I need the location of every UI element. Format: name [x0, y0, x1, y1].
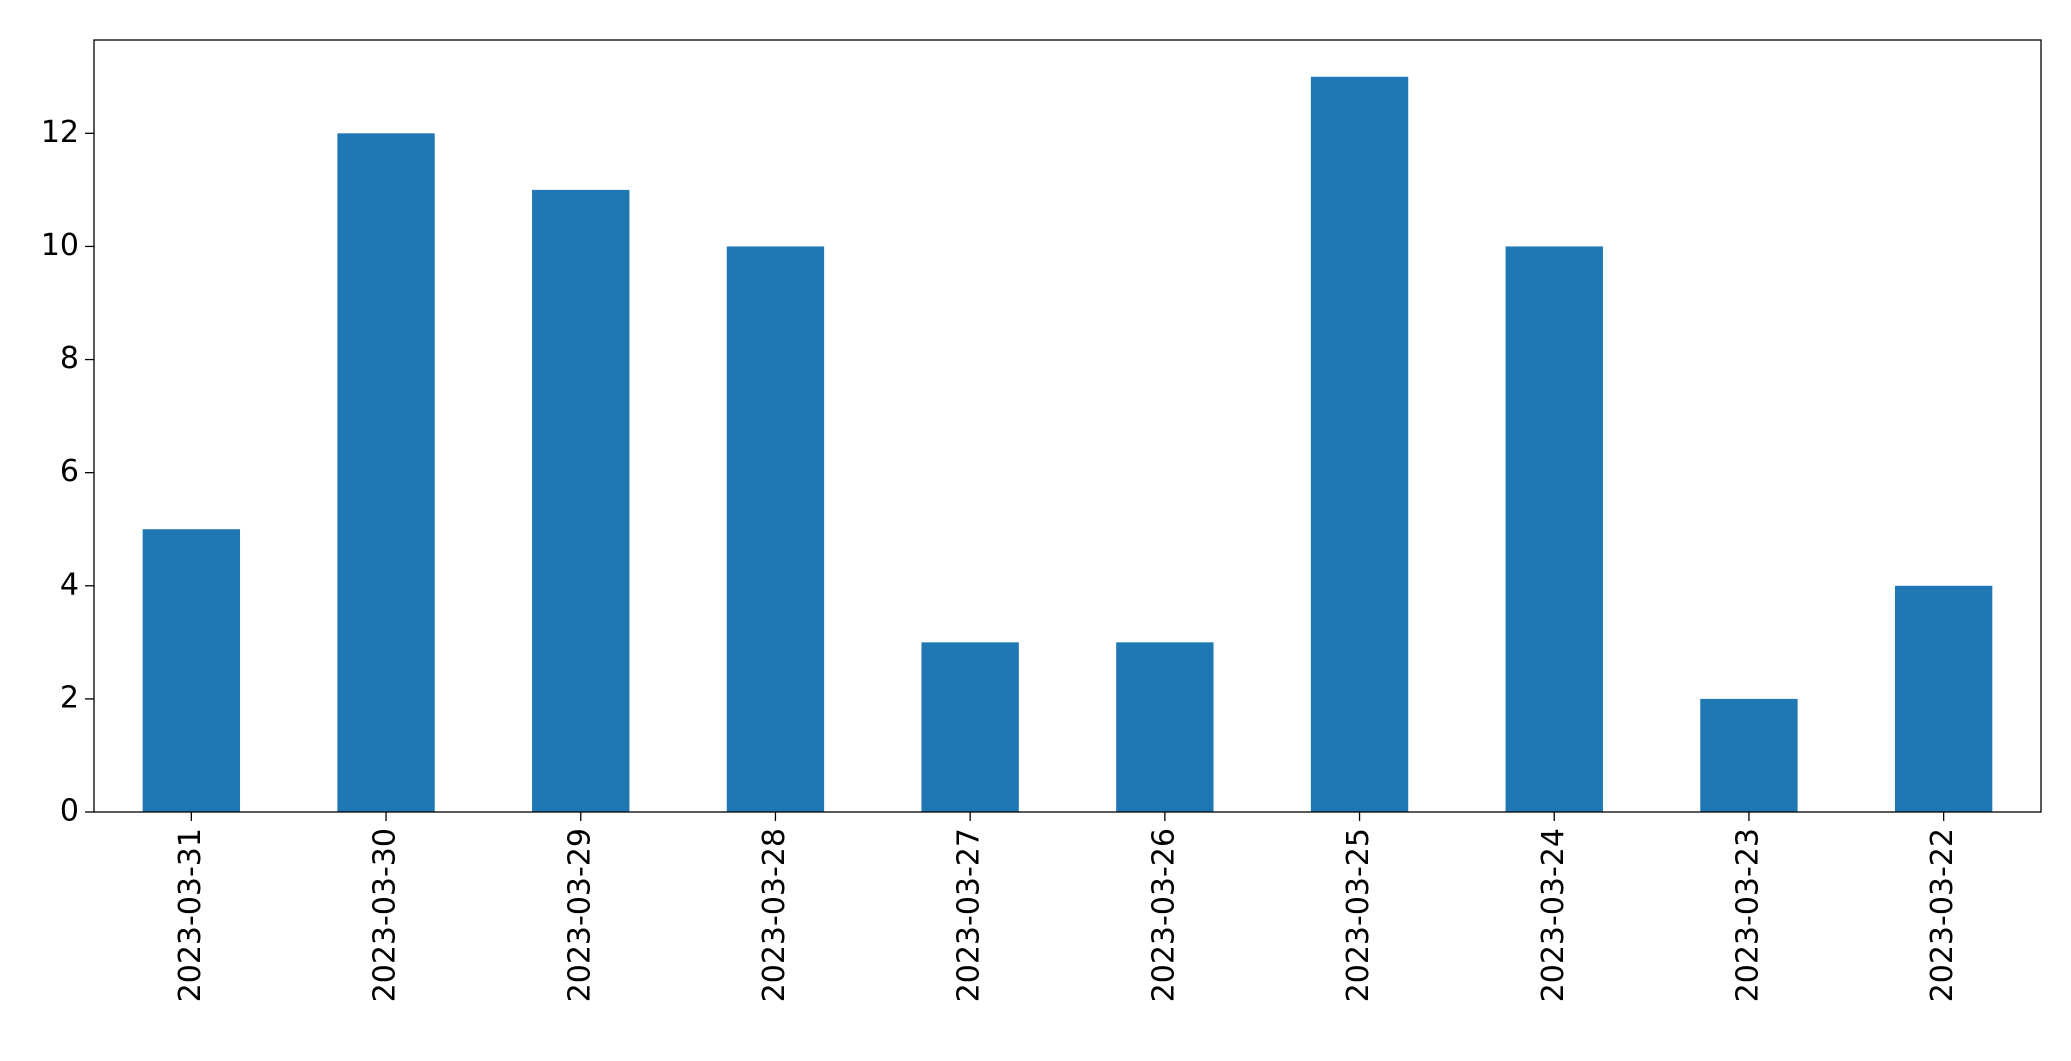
bar	[142, 529, 241, 812]
y-tick-label: 12	[41, 115, 79, 150]
x-tick-label: 2023-03-28	[757, 828, 792, 1002]
y-tick-label: 4	[60, 567, 79, 602]
x-tick-label: 2023-03-25	[1341, 828, 1376, 1002]
y-tick-label: 10	[41, 228, 79, 263]
x-tick-label: 2023-03-27	[952, 828, 987, 1002]
bar	[921, 642, 1019, 812]
bar	[1116, 642, 1214, 812]
x-tick-label: 2023-03-24	[1536, 828, 1571, 1002]
bar	[1894, 585, 1993, 812]
bar	[1310, 76, 1409, 812]
x-tick-label: 2023-03-31	[173, 828, 208, 1002]
bar	[726, 246, 825, 812]
plot-frame	[93, 39, 2042, 813]
x-tick-label: 2023-03-30	[368, 828, 403, 1002]
y-tick-label: 8	[60, 341, 79, 376]
x-tick-label: 2023-03-22	[1925, 828, 1960, 1002]
bar	[532, 189, 630, 812]
bar	[1700, 698, 1798, 812]
x-tick-label: 2023-03-23	[1730, 828, 1765, 1002]
x-tick-label: 2023-03-26	[1146, 828, 1181, 1002]
y-tick-label: 2	[60, 680, 79, 715]
bar	[337, 133, 435, 813]
y-tick-label: 6	[60, 454, 79, 489]
y-tick-label: 0	[60, 794, 79, 829]
bar	[1505, 246, 1603, 812]
x-tick-label: 2023-03-29	[562, 828, 597, 1002]
